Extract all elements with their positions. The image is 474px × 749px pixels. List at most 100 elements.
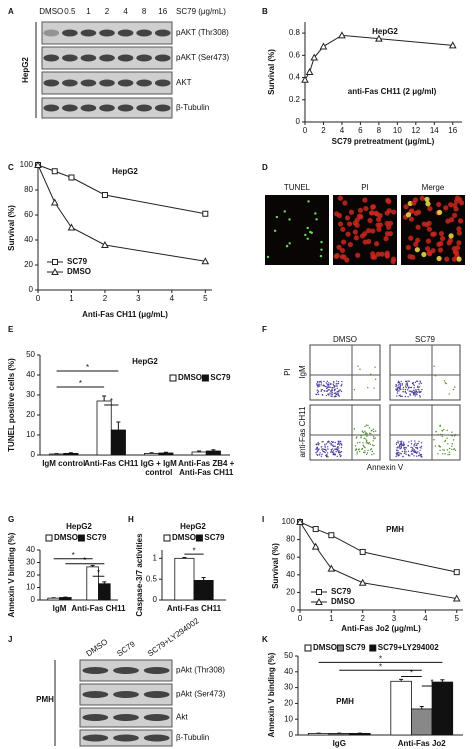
legend-label: DMSO	[54, 533, 78, 542]
data-point	[358, 578, 367, 586]
legend-swatch	[336, 644, 344, 652]
event-dot	[442, 453, 444, 455]
blot-band	[136, 104, 152, 112]
event-dot	[418, 383, 420, 385]
y-tick-label: 30	[284, 683, 293, 692]
event-dot	[373, 444, 375, 447]
legend-label: SC79	[331, 587, 352, 596]
event-dot	[323, 451, 326, 453]
axes	[39, 355, 230, 456]
event-dot	[371, 429, 373, 432]
event-dot	[403, 452, 406, 455]
event-dot	[408, 386, 410, 388]
event-dot	[331, 448, 334, 450]
event-dot	[402, 441, 405, 443]
event-dot	[325, 449, 327, 451]
x-tick-label: 4	[340, 126, 345, 135]
y-tick-label: 40	[286, 570, 295, 579]
flow-plot	[389, 344, 461, 401]
event-dot	[320, 446, 323, 448]
cell-dot	[344, 215, 351, 221]
event-dot	[357, 449, 360, 451]
chart-title: PMH	[386, 525, 404, 534]
event-dot	[443, 449, 446, 451]
legend-label: SC79+LY294002	[378, 643, 439, 652]
cell-dot	[342, 200, 348, 206]
event-dot	[364, 451, 366, 454]
y-tick-label: 80	[24, 185, 33, 194]
blot-row-label: pAkt (Thr308)	[176, 666, 225, 675]
event-dot	[418, 386, 421, 388]
event-dot	[419, 394, 421, 397]
event-dot	[440, 433, 442, 436]
event-dot	[320, 455, 323, 458]
event-dot	[323, 380, 325, 383]
event-dot	[341, 444, 343, 446]
series-line	[299, 521, 457, 600]
x-tick-label: 8	[377, 126, 382, 135]
panel-label: D	[262, 163, 268, 172]
event-dot	[407, 445, 410, 447]
event-dot	[402, 443, 405, 445]
significance-mark: *	[79, 379, 82, 388]
event-dot	[417, 388, 419, 391]
event-dot	[405, 383, 407, 385]
event-dot	[331, 387, 333, 389]
event-dot	[398, 382, 401, 384]
event-dot	[409, 455, 411, 457]
event-dot	[353, 428, 355, 430]
event-dot	[416, 394, 418, 396]
event-dot	[398, 454, 401, 456]
event-dot	[444, 382, 447, 384]
bar	[63, 452, 79, 456]
event-dot	[415, 380, 418, 382]
event-dot	[401, 440, 403, 442]
event-dot	[326, 383, 329, 385]
event-dot	[414, 450, 416, 452]
error-bar	[90, 564, 95, 567]
panel-label: I	[262, 515, 264, 524]
event-dot	[444, 439, 447, 442]
event-dot	[398, 383, 400, 386]
event-dot	[337, 394, 339, 397]
event-dot	[337, 445, 339, 448]
event-dot	[328, 440, 330, 443]
legend-swatch	[163, 534, 171, 542]
data-point	[359, 548, 366, 555]
cell-dot	[365, 227, 372, 234]
event-dot	[326, 452, 329, 454]
event-dot	[400, 446, 403, 449]
y-tick-label: 100	[282, 517, 296, 526]
event-dot	[415, 446, 417, 449]
x-tick-label: 2	[103, 294, 108, 303]
event-dot	[330, 390, 332, 392]
y-tick-label: 1	[153, 553, 158, 562]
event-dot	[397, 380, 400, 383]
event-dot	[316, 446, 319, 448]
panel-label: J	[8, 635, 12, 644]
flow-column-label: SC79	[415, 335, 436, 344]
event-dot	[328, 384, 330, 386]
blot-lane-label: 16	[158, 7, 167, 16]
event-dot	[448, 453, 451, 456]
data-point	[448, 41, 457, 49]
event-dot	[333, 385, 336, 387]
event-dot	[336, 448, 338, 451]
event-dot	[398, 444, 401, 446]
y-tick-label: 20	[286, 588, 295, 597]
event-dot	[410, 450, 413, 453]
event-dot	[340, 454, 342, 457]
event-dot	[437, 453, 439, 455]
event-dot	[365, 424, 368, 426]
event-dot	[416, 386, 419, 388]
y-axis-label: Annexin V binding (%)	[267, 652, 276, 737]
event-dot	[418, 440, 420, 443]
event-dot	[397, 455, 399, 457]
event-dot	[447, 453, 449, 456]
event-dot	[324, 443, 326, 446]
event-dot	[337, 450, 339, 452]
y-tick-label: 0.5	[146, 574, 158, 583]
blot-band	[143, 734, 170, 742]
cell-dot	[452, 212, 458, 218]
significance-mark: *	[110, 397, 113, 406]
